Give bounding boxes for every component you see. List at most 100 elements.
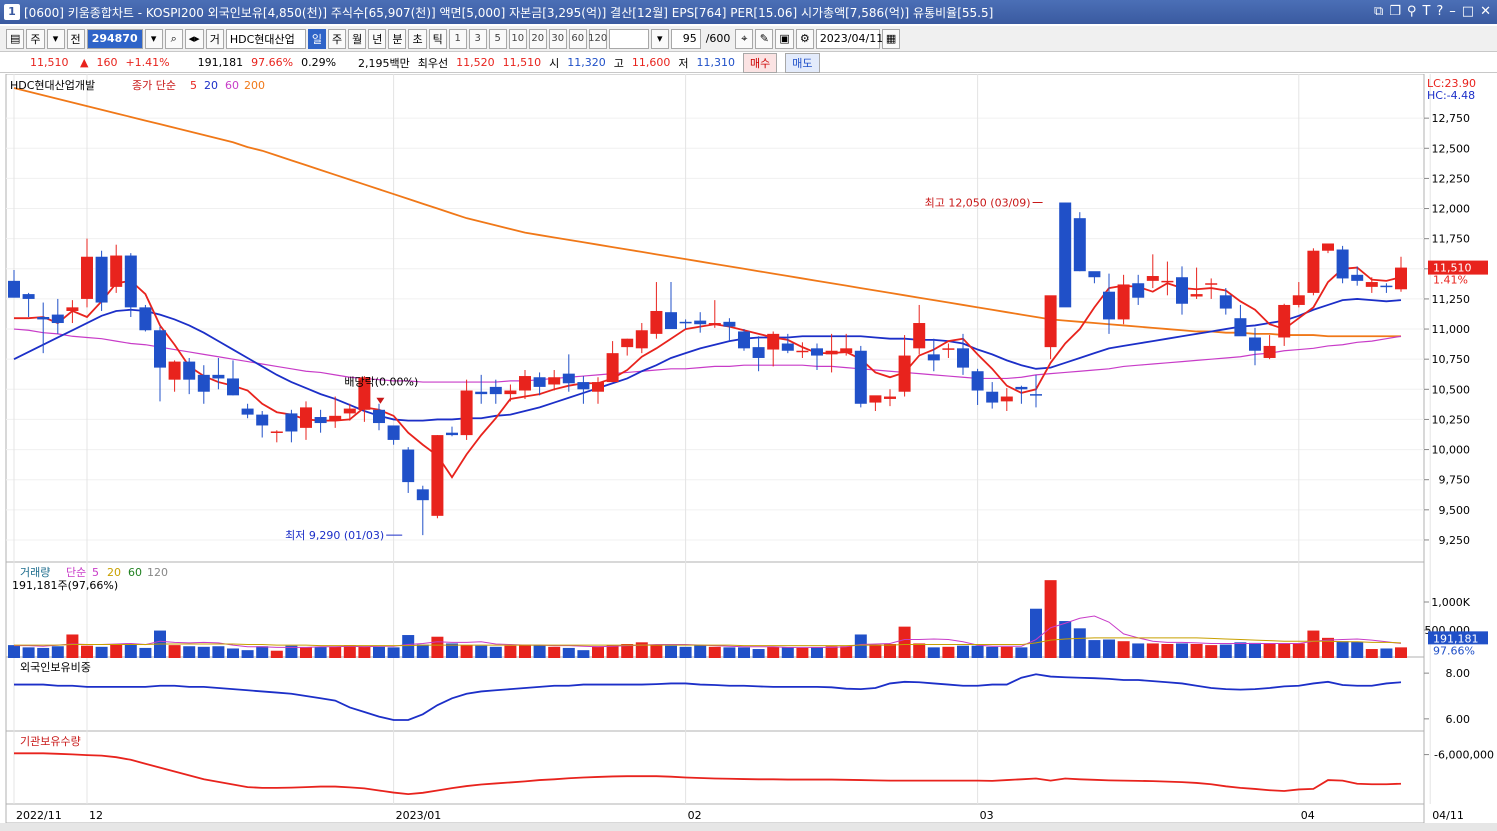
minimize-icon[interactable]: – — [1449, 4, 1456, 19]
stock-code-input[interactable]: 294870 — [86, 28, 143, 49]
volume-bar — [300, 647, 312, 658]
date-axis-label: 02 — [688, 809, 702, 822]
volume-bar — [708, 646, 721, 658]
code-dropdown-icon[interactable]: ▾ — [144, 28, 163, 49]
draw-tool-icon[interactable]: ✎ — [755, 28, 774, 49]
interval-week-tab[interactable]: 주 — [327, 28, 347, 49]
interval-number-10[interactable]: 10 — [508, 28, 527, 49]
foreign-tick-label: 8.00 — [1446, 667, 1471, 680]
volume-ma20-line — [14, 637, 1402, 647]
volume-bar — [460, 645, 473, 658]
volume-bar — [1161, 644, 1174, 658]
candle-body — [270, 431, 283, 433]
link-icon[interactable]: ⧉ — [1373, 4, 1384, 19]
sell-button[interactable]: 매도 — [785, 52, 820, 73]
interval-number-5[interactable]: 5 — [488, 28, 507, 49]
high-annotation: 최고 12,050 (03/09) — [925, 197, 1031, 210]
interval-number-60[interactable]: 60 — [568, 28, 587, 49]
interval-minute-tab[interactable]: 분 — [388, 28, 407, 49]
high-price: 11,600 — [631, 56, 671, 69]
candle-body — [854, 350, 867, 404]
volume-bar — [1030, 608, 1042, 658]
buy-button[interactable]: 매수 — [743, 52, 778, 73]
last-volume-tag — [1428, 631, 1488, 645]
candle-body — [811, 348, 823, 356]
last-volume-tag-label: 191,181 — [1433, 632, 1479, 645]
candle-body — [1044, 295, 1057, 348]
period-dropdown-icon[interactable]: ▾ — [46, 28, 65, 49]
volume-bar — [723, 647, 736, 658]
ask-price: 11,520 — [456, 56, 495, 69]
interval-number-20[interactable]: 20 — [528, 28, 547, 49]
candle-body — [577, 382, 590, 390]
candle-body — [927, 354, 940, 361]
interval-number-120[interactable]: 120 — [588, 28, 607, 49]
custom-interval-input[interactable] — [608, 28, 649, 49]
volume-bar — [343, 645, 356, 658]
candle-body — [621, 338, 634, 348]
interval-number-30[interactable]: 30 — [548, 28, 567, 49]
volume-bar — [562, 647, 575, 658]
date-input[interactable]: 2023/04/11 — [815, 28, 883, 49]
volume-bar — [694, 645, 707, 658]
volume-bar — [270, 650, 283, 658]
interval-tick-tab[interactable]: 틱 — [428, 28, 447, 49]
maximize-icon[interactable]: □ — [1461, 4, 1475, 19]
candle-body — [81, 256, 93, 299]
settings-gear-icon[interactable]: ⚙ — [795, 28, 814, 49]
interval-day-tab[interactable]: 일 — [307, 28, 326, 49]
interval-number-1[interactable]: 1 — [448, 28, 467, 49]
interval-second-tab[interactable]: 초 — [408, 28, 427, 49]
price-tick-label: 11,250 — [1432, 293, 1471, 306]
volume-bar — [95, 646, 108, 658]
volume-bar — [37, 647, 50, 658]
candle-body — [665, 312, 677, 330]
display-count-input[interactable]: 95 — [670, 28, 701, 49]
volume-bar — [1351, 641, 1364, 658]
stock-chart[interactable]: 9,250 9,500 9,750 10,000 10,250 10,500 10,750 1… — [0, 74, 1497, 823]
interval-year-tab[interactable]: 년 — [368, 28, 387, 49]
candle-body — [460, 390, 473, 436]
volume-bar — [416, 644, 429, 658]
stock-type-button[interactable]: 거 — [205, 28, 224, 49]
volume-bar — [971, 645, 984, 658]
candle-body — [66, 307, 79, 311]
interval-number-3[interactable]: 3 — [468, 28, 487, 49]
font-size-icon[interactable]: T — [1422, 4, 1431, 19]
interval-month-tab[interactable]: 월 — [348, 28, 367, 49]
chart-menu-icon[interactable]: ▤ — [6, 28, 25, 49]
volume-bar — [767, 646, 780, 658]
date-axis-label: 12 — [89, 809, 103, 822]
magnifier-icon[interactable]: ⌕ — [164, 28, 183, 49]
candle-body — [1336, 249, 1349, 279]
calendar-icon[interactable]: ▦ — [881, 28, 901, 49]
volume-bar — [314, 646, 327, 658]
current-price: 11,510 ▲ — [30, 56, 89, 69]
candle-body — [898, 355, 911, 392]
price-tick-label: 12,000 — [1432, 203, 1471, 216]
date-axis-label: 04/11 — [1432, 809, 1464, 822]
period-select[interactable]: 주 — [26, 28, 45, 49]
institution-panel-label: 기관보유수량 — [20, 735, 81, 748]
volume-bar — [1073, 628, 1086, 658]
volume-bar — [51, 646, 64, 658]
ma200-legend: 200 — [244, 79, 265, 92]
volume-bar — [431, 636, 444, 658]
crosshair-icon[interactable]: ⌖ — [735, 28, 754, 49]
market-all-button[interactable]: 전 — [66, 28, 85, 49]
custom-interval-dropdown-icon[interactable]: ▾ — [650, 28, 669, 49]
stock-name-field[interactable]: HDC현대산업 — [225, 28, 306, 49]
save-icon[interactable]: ▣ — [775, 28, 794, 49]
close-icon[interactable]: ✕ — [1480, 4, 1491, 19]
volume-bar — [1395, 647, 1407, 658]
volume-bar — [139, 647, 152, 658]
volume-bar — [592, 646, 604, 658]
restore-icon[interactable]: ❐ — [1389, 4, 1401, 19]
sound-icon[interactable]: ◂▸ — [184, 28, 204, 49]
price-tick-label: 12,500 — [1432, 142, 1471, 155]
volume-bar — [1044, 580, 1057, 658]
volume-bar — [1088, 640, 1101, 658]
pin-icon[interactable]: ⚲ — [1406, 4, 1417, 19]
volume-ma60-legend: 60 — [128, 566, 142, 579]
help-icon[interactable]: ? — [1436, 4, 1444, 19]
